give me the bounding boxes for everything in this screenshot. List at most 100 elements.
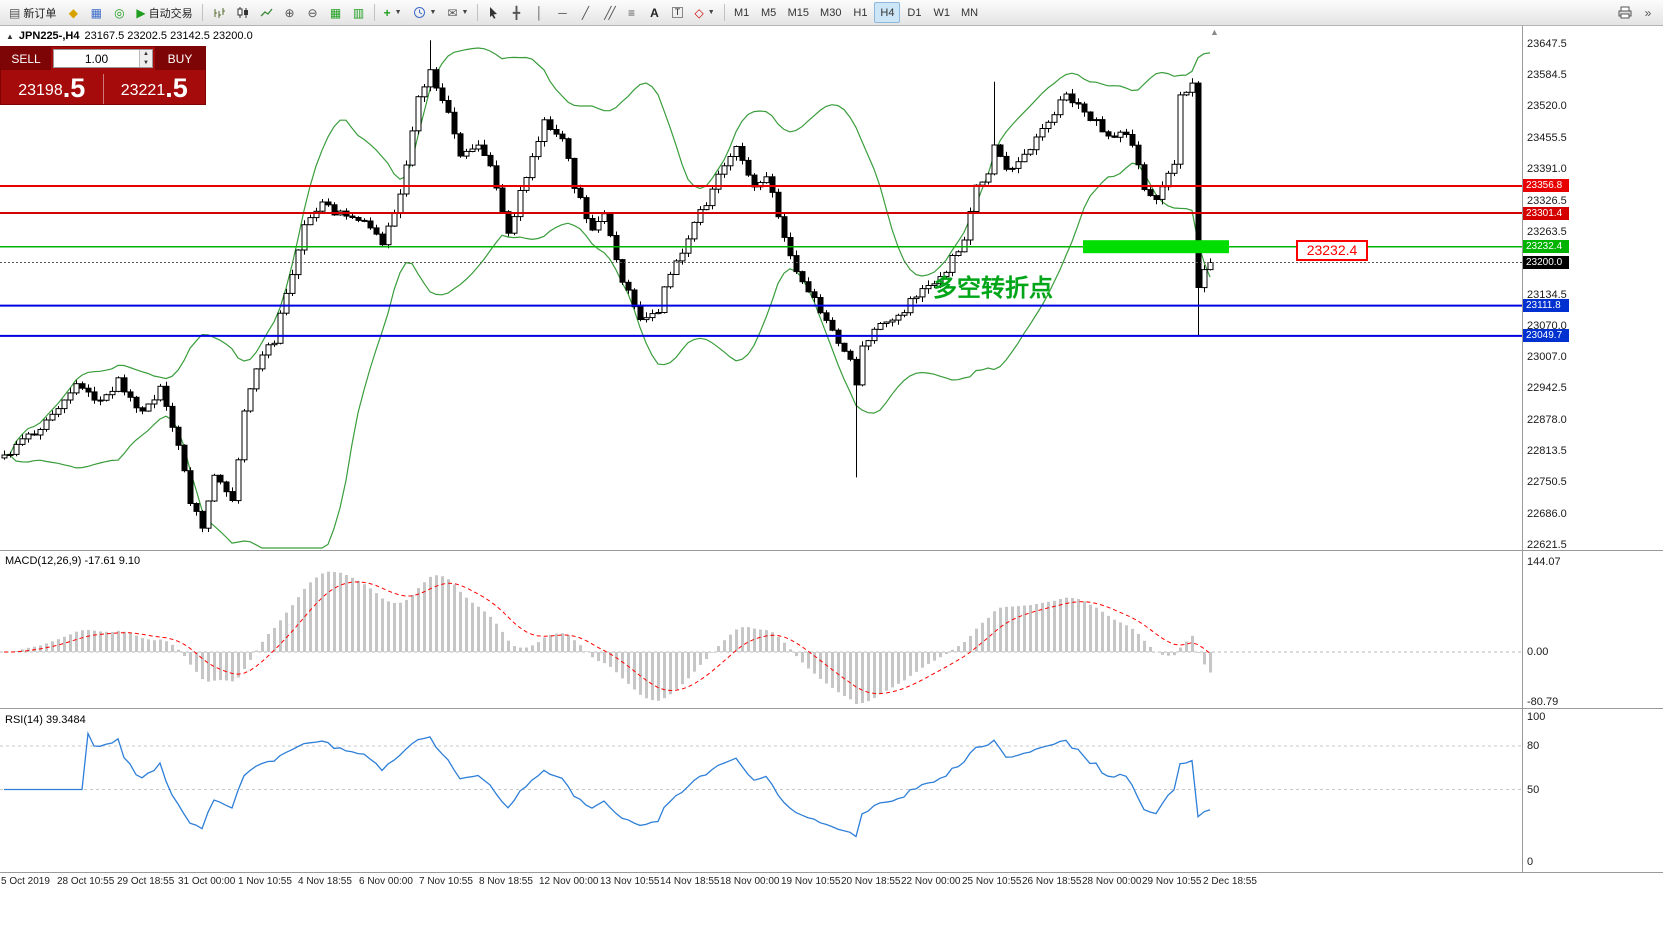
shapes-button[interactable]: ◇ ▼ [689, 2, 719, 23]
candle-body [583, 197, 590, 220]
tile-windows-button[interactable]: ▦ [325, 2, 347, 23]
candle-body [61, 399, 68, 410]
candle-body [703, 205, 710, 211]
auto-trading-button[interactable]: ▶ 自动交易 [131, 2, 197, 23]
macd-indicator-label: MACD(12,26,9) -17.61 9.10 [5, 555, 141, 567]
timeframe-M30-button[interactable]: M30 [815, 2, 846, 23]
timeframe-H1-button[interactable]: H1 [847, 2, 873, 23]
refresh-button[interactable]: ◎ [108, 2, 130, 23]
cursor-button[interactable] [482, 2, 504, 23]
candle-body [1051, 114, 1058, 123]
bar-chart-icon [212, 6, 225, 19]
fibonacci-button[interactable]: ≡ [620, 2, 642, 23]
crosshair-button[interactable]: ╋ [505, 2, 527, 23]
rsi-indicator-label: RSI(14) 39.3484 [5, 714, 86, 726]
one-click-trading-panel: SELL ▲ ▼ BUY 23198.5 23221.5 [0, 46, 206, 105]
timeframe-M1-button[interactable]: M1 [729, 2, 755, 23]
candle-body [799, 271, 806, 283]
highlight-bar[interactable] [1083, 240, 1229, 254]
trendline-button[interactable]: ╱ [574, 2, 596, 23]
candlestick-mode-button[interactable] [231, 2, 254, 23]
text-label-button[interactable]: T [666, 2, 688, 23]
price-callout-label[interactable]: 23232.4 [1296, 240, 1368, 261]
candle-body [991, 144, 998, 175]
candle-body [979, 181, 986, 186]
time-axis-label: 22 Nov 00:00 [901, 876, 961, 887]
buy-button[interactable]: BUY [155, 47, 205, 70]
candle-body [289, 274, 296, 294]
candle-body [733, 146, 740, 157]
chart-shift-marker-icon[interactable]: ▲ [1210, 27, 1219, 37]
zoom-out-button[interactable]: ⊖ [302, 2, 324, 23]
timeframe-MN-button[interactable]: MN [956, 2, 983, 23]
toolbar-separator [723, 4, 725, 21]
candle-body [553, 129, 560, 135]
candle-body [31, 433, 38, 436]
time-axis-label: 19 Nov 10:55 [781, 876, 841, 887]
vertical-line-button[interactable]: │ [528, 2, 550, 23]
candle-body [847, 350, 854, 360]
time-axis-label: 1 Nov 10:55 [238, 876, 292, 887]
timeframe-M15-button[interactable]: M15 [783, 2, 814, 23]
bar-chart-mode-button[interactable] [207, 2, 230, 23]
price-axis-label: 23584.5 [1527, 69, 1567, 81]
candle-body [1003, 155, 1010, 170]
cascade-windows-button[interactable]: ▥ [348, 2, 370, 23]
candle-body [1045, 121, 1052, 130]
bid-price[interactable]: 23198.5 [1, 75, 103, 104]
horizontal-line-icon: ─ [558, 5, 567, 20]
timeframe-M5-button[interactable]: M5 [756, 2, 782, 23]
channel-button[interactable]: ╱╱ [597, 2, 619, 23]
candle-body [163, 385, 170, 407]
tile-windows-icon: ▦ [329, 5, 342, 20]
candle-body [1093, 119, 1100, 122]
horizontal-line-button[interactable]: ─ [551, 2, 573, 23]
candle-body [109, 390, 116, 396]
candle-body [79, 383, 86, 389]
chart-annotation-text[interactable]: 多空转折点 [933, 275, 1053, 302]
candle-body [397, 193, 404, 214]
oct-collapse-icon[interactable]: ▲ [6, 31, 14, 41]
candle-body [481, 144, 488, 157]
indicators-button[interactable]: + ▼ [379, 2, 407, 23]
candle-body [571, 157, 578, 189]
timeframe-W1-button[interactable]: W1 [928, 2, 955, 23]
print-button[interactable] [1613, 2, 1637, 23]
text-button[interactable]: A [643, 2, 665, 23]
ask-price[interactable]: 23221.5 [104, 75, 206, 104]
candle-body [625, 281, 632, 291]
candle-body [781, 216, 788, 238]
templates-button[interactable]: ✉ ▼ [442, 2, 473, 23]
candle-body [667, 273, 674, 288]
candle-body [379, 233, 386, 246]
candle-body [385, 225, 392, 246]
periods-button[interactable]: ▼ [408, 2, 442, 23]
toolbar-overflow-button[interactable]: » [1637, 2, 1659, 23]
zoom-in-icon: ⊕ [284, 5, 295, 20]
candle-body [277, 312, 284, 344]
time-axis-label: 20 Nov 18:55 [841, 876, 901, 887]
trade-panel-divider [102, 74, 104, 104]
candle-body [955, 251, 962, 257]
new-order-label: 新订单 [23, 7, 57, 20]
candle-body [175, 426, 182, 446]
time-axis-label: 29 Oct 18:55 [117, 876, 175, 887]
candle-body [415, 96, 422, 132]
charts-window-button[interactable]: ▦ [85, 2, 107, 23]
candle-body [187, 470, 194, 505]
candle-body [919, 288, 926, 298]
sell-button[interactable]: SELL [1, 47, 51, 70]
timeframe-H4-button[interactable]: H4 [874, 2, 901, 23]
new-order-button[interactable]: ▤ 新订单 [4, 2, 61, 23]
timeframe-D1-button[interactable]: D1 [901, 2, 927, 23]
volume-input[interactable] [54, 50, 139, 67]
volume-down-button[interactable]: ▼ [140, 58, 152, 67]
candle-body [613, 235, 620, 261]
channel-icon: ╱╱ [604, 5, 616, 20]
printer-icon [1618, 6, 1632, 19]
zoom-in-button[interactable]: ⊕ [279, 2, 301, 23]
line-chart-icon [260, 6, 273, 19]
volume-up-button[interactable]: ▲ [140, 50, 152, 59]
line-chart-mode-button[interactable] [255, 2, 278, 23]
favorites-button[interactable]: ◆ [62, 2, 84, 23]
